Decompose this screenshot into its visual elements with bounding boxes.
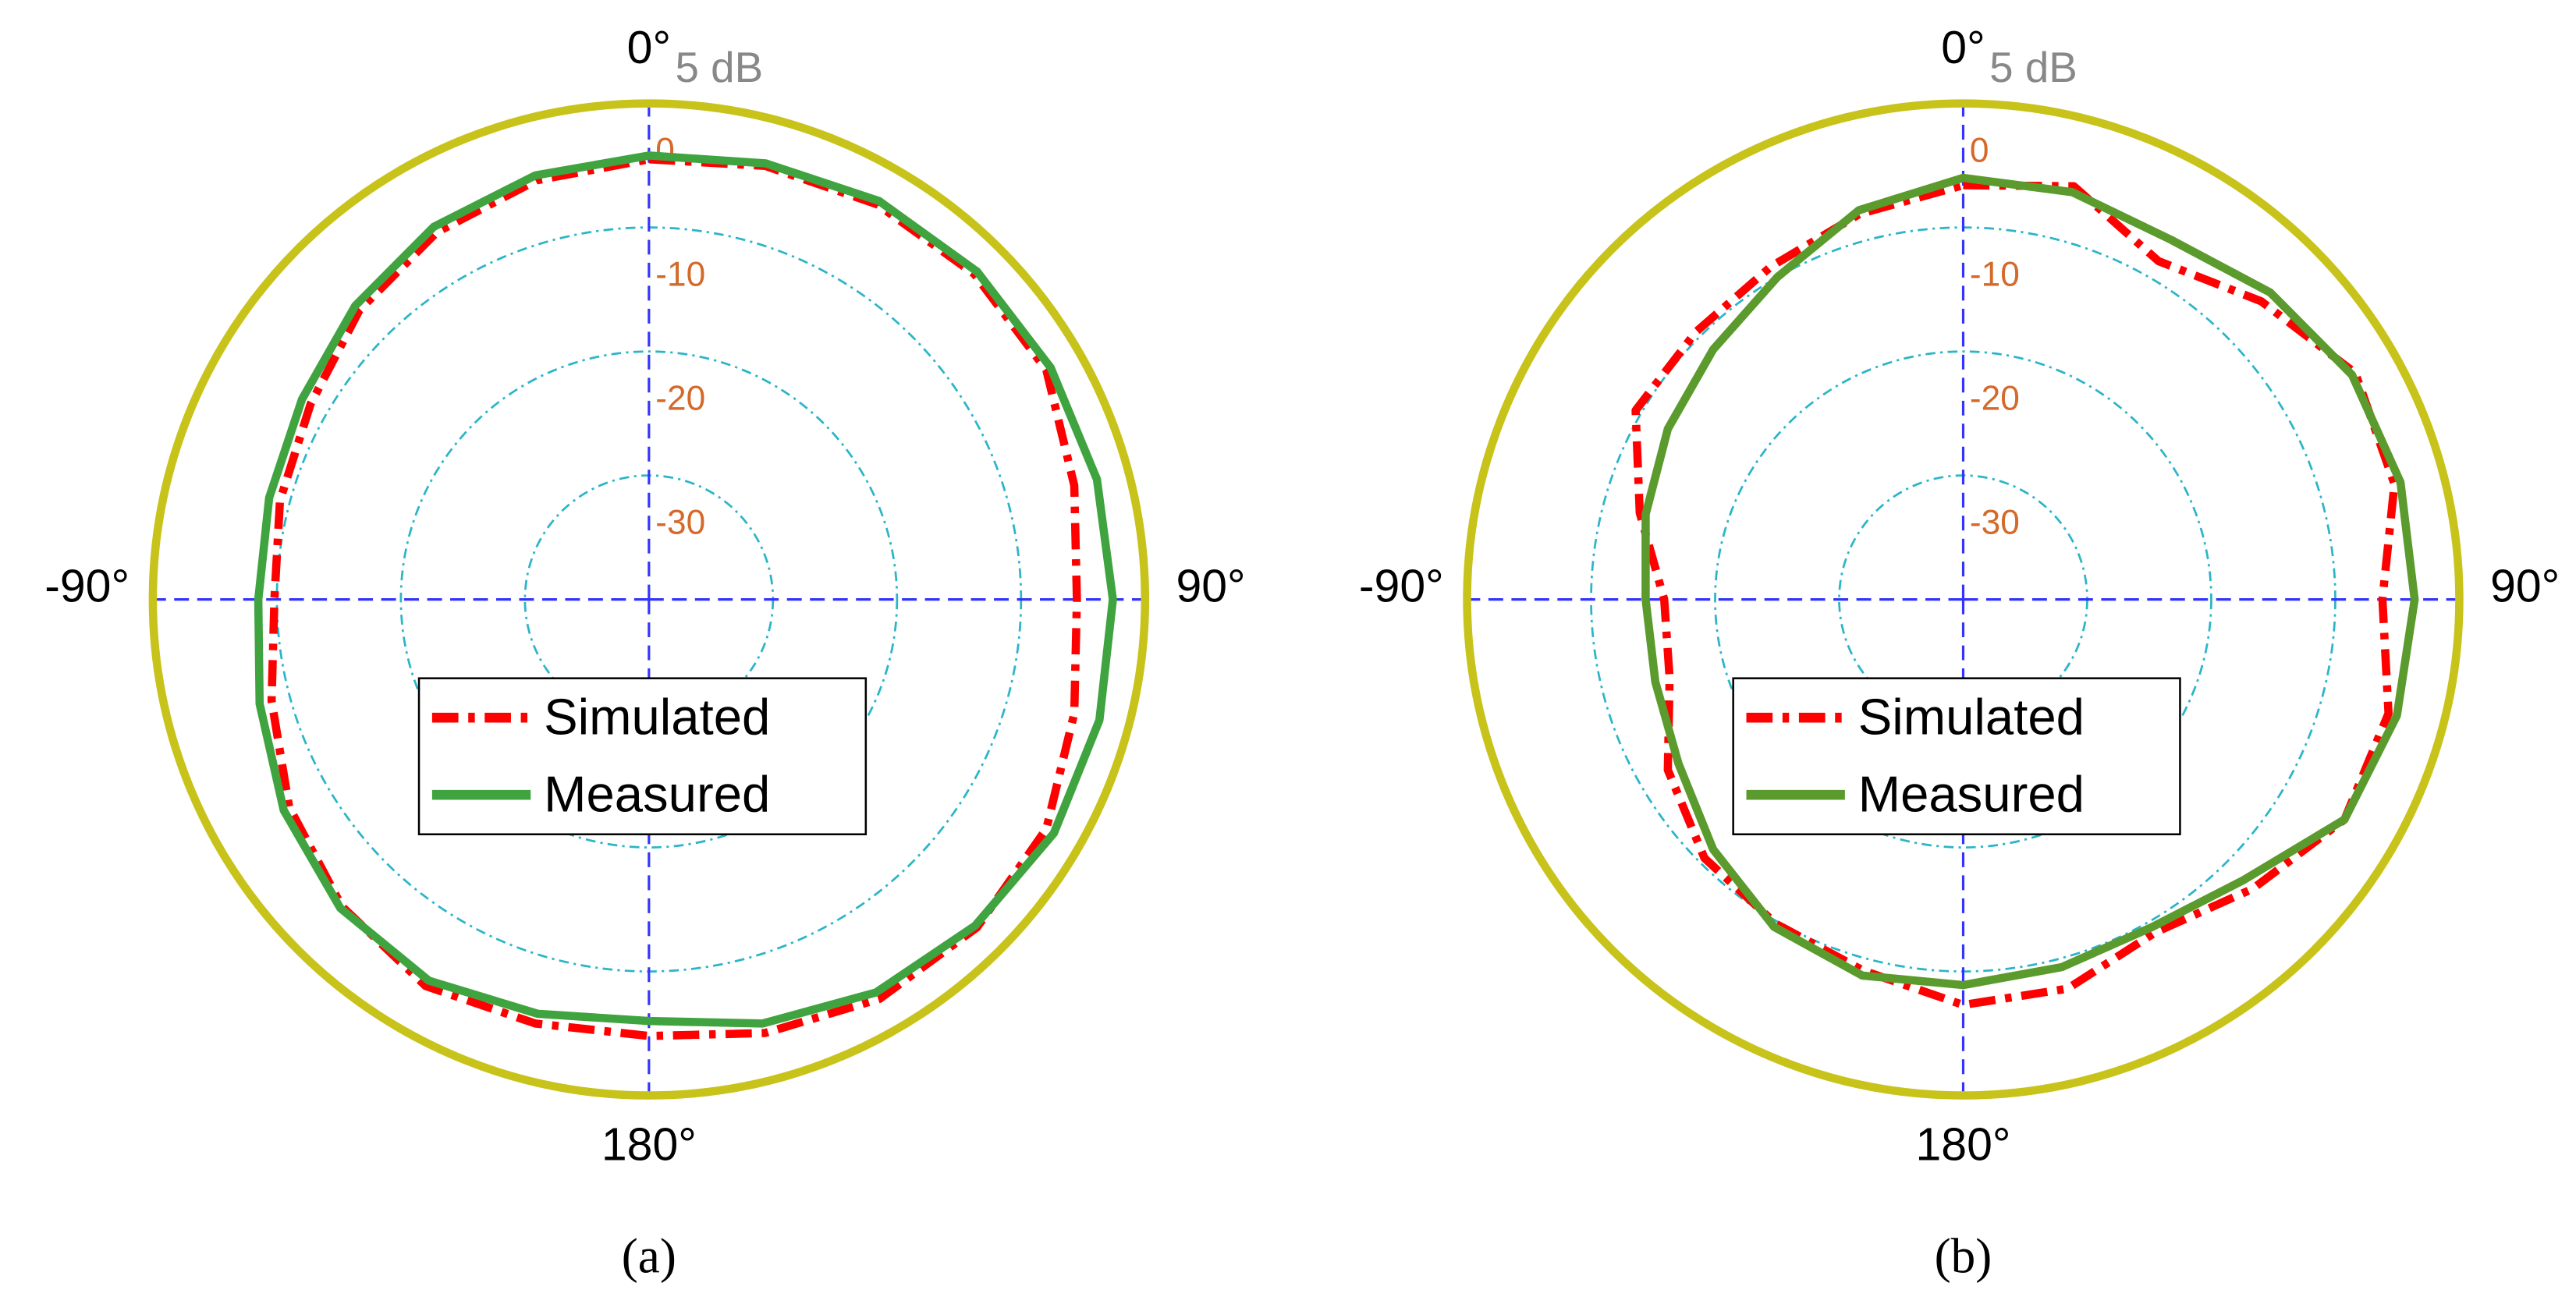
outer-ring [148, 99, 1150, 1100]
r-tick-label: -30 [1970, 503, 2020, 541]
r-unit-label: 5 dB [1989, 43, 2077, 91]
theta-tick-label: 180° [601, 1120, 697, 1171]
polar-chart: 0°90°180°-90°5 dB0-10-20-30SimulatedMeas… [44, 23, 1245, 1284]
r-tick-label: -20 [1970, 380, 2020, 418]
theta-tick-label: -90° [1359, 562, 1444, 612]
r-grid-ring [1714, 350, 2212, 849]
legend-box [417, 677, 868, 836]
theta-tick-label: -90° [44, 562, 130, 612]
theta-tick-label: 90° [1176, 562, 1245, 612]
r-unit-label: 5 dB [676, 43, 764, 91]
theta-tick-label: 90° [2490, 562, 2560, 612]
series-line [254, 151, 1117, 1028]
series-line [267, 154, 1081, 1040]
r-grid-ring [399, 350, 899, 849]
theta-tick-label: 180° [1916, 1120, 2011, 1171]
r-tick-label: 0 [1970, 132, 1989, 170]
legend-label: Simulated [544, 689, 770, 746]
r-tick-label: -20 [655, 380, 705, 418]
legend-box [1732, 677, 2181, 836]
legend: Simulated Measured [417, 677, 868, 836]
r-tick-label: -10 [1970, 256, 2020, 294]
series-line [1641, 173, 2419, 990]
r-tick-label: -30 [655, 503, 705, 541]
theta-tick-label: 0° [627, 23, 671, 73]
polar-chart: 0° 90° 180° -90° 5 dB 0 -10 -20 -30 Simulated Meas… [1359, 23, 2560, 1284]
legend-label: Simulated [1858, 689, 2085, 746]
r-tick-label: -10 [655, 256, 705, 294]
legend-label: Measured [544, 766, 770, 823]
outer-ring [1463, 99, 2464, 1100]
legend-label: Measured [1858, 766, 2085, 823]
caption: (a) [622, 1229, 676, 1284]
series-line [1631, 181, 2399, 1009]
theta-tick-label: 0° [1941, 23, 1985, 73]
caption: (b) [1935, 1229, 1992, 1284]
legend: Simulated Measured [1732, 677, 2181, 836]
